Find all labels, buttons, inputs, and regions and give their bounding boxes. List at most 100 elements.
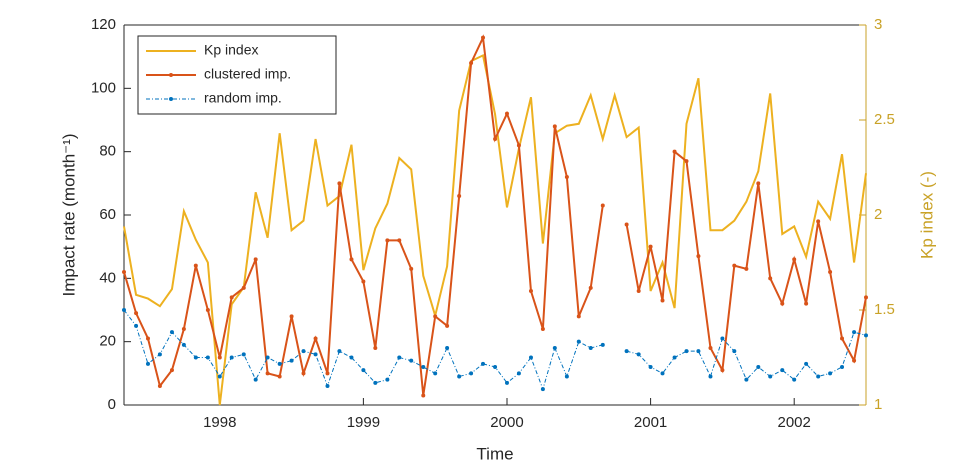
point	[564, 374, 569, 379]
point	[229, 355, 234, 360]
point	[349, 355, 354, 360]
point	[864, 295, 868, 300]
x-tick-label: 2000	[490, 414, 523, 431]
point	[828, 371, 833, 376]
point	[816, 374, 821, 379]
point	[696, 254, 701, 259]
point	[169, 330, 174, 335]
point	[816, 219, 821, 224]
point	[516, 371, 521, 376]
point	[588, 346, 593, 350]
point	[301, 349, 306, 354]
point	[169, 368, 174, 373]
point	[385, 377, 390, 382]
point	[744, 266, 749, 271]
point	[493, 137, 498, 141]
point	[217, 374, 222, 379]
point	[421, 365, 426, 369]
point	[193, 263, 198, 268]
y2-tick-label: 2	[874, 206, 882, 223]
point	[504, 380, 509, 385]
point	[253, 257, 258, 262]
y-tick-label: 100	[91, 79, 116, 96]
point	[600, 342, 605, 347]
point	[457, 374, 462, 379]
point	[744, 377, 749, 382]
point	[576, 314, 581, 319]
point	[193, 355, 198, 360]
point	[576, 339, 581, 344]
point	[792, 377, 797, 382]
point	[732, 263, 737, 268]
point	[397, 238, 402, 243]
point	[672, 355, 677, 360]
point	[241, 352, 246, 357]
point	[313, 352, 318, 357]
legend-marker	[169, 97, 173, 101]
point	[181, 327, 186, 331]
point	[516, 143, 521, 148]
point	[792, 257, 797, 262]
series-line	[123, 53, 867, 406]
y2-tick-label: 3	[874, 16, 882, 33]
point	[828, 270, 833, 274]
x-tick-label: 1998	[203, 414, 236, 431]
point	[205, 308, 210, 312]
legend-label: Kp index	[204, 42, 258, 58]
point	[433, 371, 438, 376]
point	[493, 365, 498, 369]
point	[756, 181, 761, 186]
y-tick-label: 120	[91, 16, 116, 33]
point	[181, 342, 186, 347]
point	[684, 159, 689, 164]
point	[768, 374, 773, 379]
point	[325, 384, 330, 388]
x-tick-label: 2001	[634, 414, 667, 431]
legend-marker	[169, 73, 173, 77]
point	[373, 346, 378, 350]
point	[469, 61, 474, 65]
point	[528, 289, 533, 293]
point	[289, 358, 294, 363]
point	[852, 330, 857, 335]
point	[852, 358, 857, 363]
point	[648, 365, 653, 369]
point	[636, 289, 641, 293]
y2-tick-label: 1	[874, 396, 882, 413]
point	[624, 349, 629, 354]
point	[337, 349, 342, 354]
point	[134, 311, 139, 316]
point	[481, 361, 486, 366]
point	[552, 346, 557, 350]
point	[780, 368, 785, 373]
point	[660, 371, 665, 376]
point	[469, 371, 474, 376]
point	[134, 323, 139, 328]
point	[504, 111, 509, 116]
point	[720, 336, 725, 341]
point	[660, 298, 665, 303]
point	[325, 371, 330, 376]
point	[732, 349, 737, 354]
y-tick-label: 40	[99, 269, 116, 286]
point	[122, 270, 126, 274]
point	[564, 175, 569, 179]
point	[864, 333, 868, 338]
point	[768, 276, 773, 281]
y-tick-label: 0	[108, 396, 116, 413]
point	[540, 387, 545, 392]
x-axis-label: Time	[476, 444, 513, 463]
point	[624, 222, 629, 227]
point	[337, 181, 342, 186]
point	[648, 244, 653, 249]
point	[409, 266, 414, 271]
point	[157, 384, 162, 388]
point	[552, 124, 557, 129]
point	[600, 203, 605, 208]
point	[277, 374, 282, 379]
point	[409, 358, 414, 363]
point	[349, 257, 354, 262]
legend-label: clustered imp.	[204, 66, 291, 82]
point	[205, 355, 210, 360]
